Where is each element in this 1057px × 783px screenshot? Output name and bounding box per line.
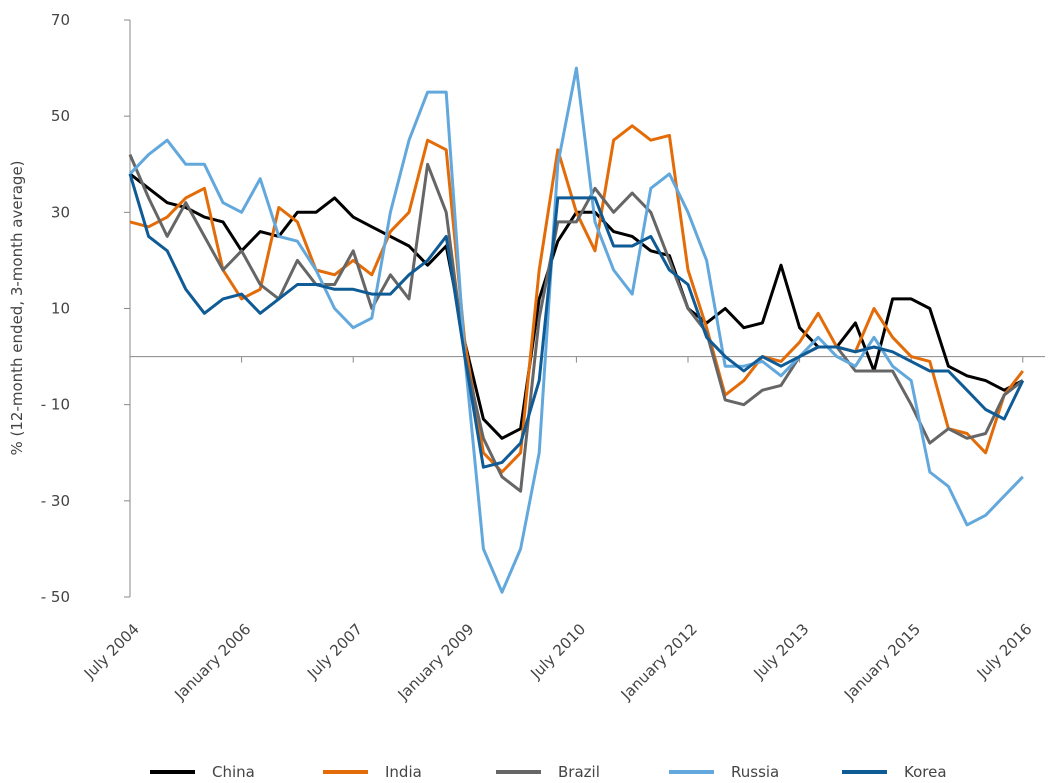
legend-label: Korea <box>904 763 947 781</box>
x-tick-label: January 2006 <box>170 620 254 704</box>
y-axis-label: % (12-month ended, 3-month average) <box>8 160 26 455</box>
x-tick-label: January 2009 <box>394 620 478 704</box>
legend-label: India <box>385 763 422 781</box>
y-tick-label: - 10 <box>41 396 70 414</box>
y-tick-label: 10 <box>51 300 70 318</box>
series-line <box>129 124 1024 474</box>
y-tick-label: 70 <box>51 11 70 29</box>
y-tick-label: - 50 <box>41 588 70 606</box>
series-line <box>128 154 1024 493</box>
x-tick-label: January 2015 <box>840 620 924 704</box>
x-tick-label: January 2012 <box>617 620 701 704</box>
y-tick-label: 30 <box>51 203 70 221</box>
x-tick-label: July 2010 <box>526 620 589 683</box>
y-tick-label: - 30 <box>41 492 70 510</box>
legend-label: Brazil <box>558 763 600 781</box>
x-tick-label: July 2004 <box>80 620 143 683</box>
legend-label: China <box>212 763 255 781</box>
x-tick-label: July 2007 <box>303 620 366 683</box>
series-line <box>128 66 1024 594</box>
x-tick-label: July 2013 <box>750 620 813 683</box>
x-tick-label: July 2016 <box>973 620 1036 683</box>
series-line <box>128 173 1025 469</box>
y-tick-label: 50 <box>51 107 70 125</box>
legend-label: Russia <box>731 763 779 781</box>
